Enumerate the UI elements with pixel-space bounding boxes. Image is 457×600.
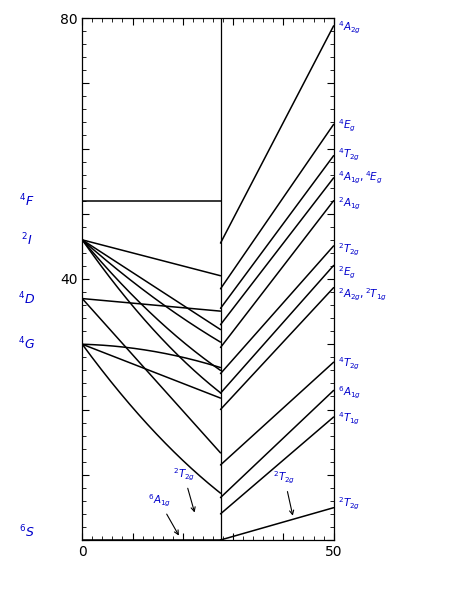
Text: $^4T_{1g}$: $^4T_{1g}$ xyxy=(338,411,360,427)
Text: $^4A_{2g}$: $^4A_{2g}$ xyxy=(338,20,361,36)
Text: $^4A_{1g},{}^4E_g$: $^4A_{1g},{}^4E_g$ xyxy=(338,170,383,186)
Text: $^6A_{1g}$: $^6A_{1g}$ xyxy=(148,493,178,535)
Text: $^2A_{1g}$: $^2A_{1g}$ xyxy=(338,196,361,212)
Text: $^6A_{1g}$: $^6A_{1g}$ xyxy=(338,385,361,401)
Text: $^4D$: $^4D$ xyxy=(18,290,36,307)
Text: $^4G$: $^4G$ xyxy=(18,336,36,353)
Text: $^4T_{2g}$: $^4T_{2g}$ xyxy=(338,147,360,163)
Text: $^6S$: $^6S$ xyxy=(19,523,35,540)
Text: $^2T_{2g}$: $^2T_{2g}$ xyxy=(338,242,360,258)
Text: $^2T_{2g}$: $^2T_{2g}$ xyxy=(173,467,195,511)
Text: $^4T_{2g}$: $^4T_{2g}$ xyxy=(338,356,360,372)
Text: $^2I$: $^2I$ xyxy=(21,232,32,248)
Text: $^2T_{2g}$: $^2T_{2g}$ xyxy=(273,470,296,515)
Text: $^2A_{2g},{}^2T_{1g}$: $^2A_{2g},{}^2T_{1g}$ xyxy=(338,287,387,304)
Text: $^4E_g$: $^4E_g$ xyxy=(338,118,356,134)
Text: $^2T_{2g}$: $^2T_{2g}$ xyxy=(338,496,360,512)
Text: $^2E_g$: $^2E_g$ xyxy=(338,265,356,281)
Text: $^4F$: $^4F$ xyxy=(19,193,35,209)
